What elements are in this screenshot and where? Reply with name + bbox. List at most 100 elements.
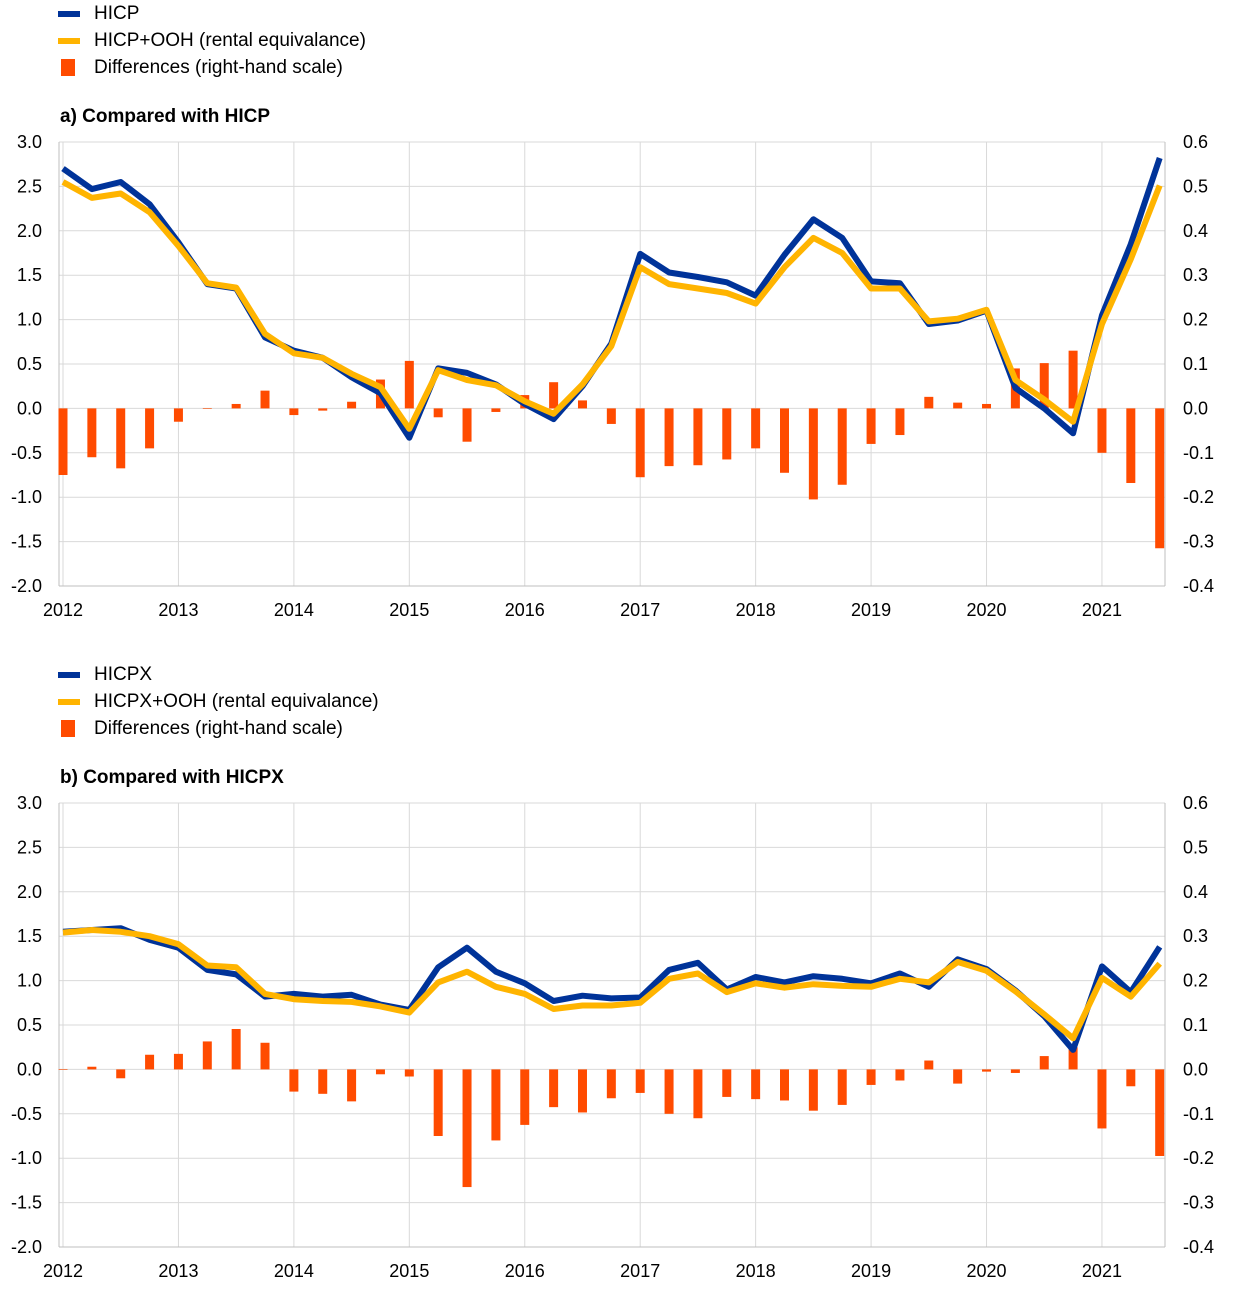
bar-difference — [173, 408, 183, 422]
x-tick-label: 2012 — [43, 600, 83, 620]
y-tick-label-left: 2.0 — [17, 221, 42, 241]
y-tick-label-right: 0.5 — [1183, 837, 1208, 857]
y-tick-label-right: -0.3 — [1183, 532, 1214, 552]
chart-b: 3.0 2.5 2.0 1.5 1.0 0.5 0.0 -0.5 -1.0 -1.5 -2.0 0.6… — [11, 793, 1214, 1281]
bar-difference — [260, 1042, 270, 1070]
bar-difference — [318, 408, 328, 411]
bar-difference — [780, 1069, 789, 1101]
x-tick-label: 2014 — [274, 600, 314, 620]
bar-difference — [87, 1066, 97, 1070]
bar-difference — [116, 408, 126, 469]
bar-difference — [347, 401, 357, 409]
line-main-series — [61, 157, 1163, 441]
bar-difference — [260, 390, 270, 409]
bar-difference — [1068, 350, 1078, 409]
bar-difference — [693, 1069, 703, 1119]
bar-difference — [780, 408, 789, 473]
bar-difference — [289, 408, 299, 416]
y-tick-label-right: 0.4 — [1183, 221, 1208, 241]
bar-difference — [577, 1069, 587, 1113]
line-main-series — [62, 925, 1163, 1053]
y-tick-label-right: 0.6 — [1183, 793, 1208, 813]
bar-difference — [462, 408, 472, 442]
y-tick-label-right: -0.4 — [1183, 1237, 1214, 1257]
legend-swatch-hicp-ooh — [58, 37, 80, 44]
y-tick-label-right: 0.5 — [1183, 176, 1208, 196]
legend-swatch-differences-a — [61, 59, 75, 76]
y-tick-label-left: -0.5 — [11, 1104, 42, 1124]
bar-difference — [202, 1041, 212, 1070]
legend-a: HICP HICP+OOH (rental equivalance) Diffe… — [58, 0, 366, 81]
bar-difference — [145, 1054, 155, 1070]
bar-difference — [751, 1069, 761, 1100]
legend-item-differences-b: Differences (right-hand scale) — [58, 715, 379, 742]
bar-difference — [318, 1069, 328, 1094]
bar-difference — [1039, 1056, 1049, 1070]
y-tick-label-right: 0.2 — [1183, 971, 1208, 991]
y-tick-label-left: 2.0 — [17, 882, 42, 902]
x-tick-label: 2021 — [1082, 600, 1122, 620]
bar-difference — [982, 1069, 992, 1072]
y-tick-label-left: 0.5 — [17, 1015, 42, 1035]
legend-label-hicp-ooh: HICP+OOH (rental equivalance) — [94, 29, 366, 51]
bar-difference — [982, 403, 992, 409]
bar-difference — [837, 1069, 847, 1105]
y-tick-label-right: 0.3 — [1183, 265, 1208, 285]
x-tick-label: 2015 — [389, 600, 429, 620]
legend-swatch-differences-b — [61, 720, 75, 737]
y-tick-label-left: 3.0 — [17, 132, 42, 152]
y-tick-label-left: -2.0 — [11, 576, 42, 596]
bar-difference — [606, 1069, 616, 1099]
bar-difference — [1068, 1047, 1078, 1070]
y-tick-label-left: -1.0 — [11, 487, 42, 507]
legend-b: HICPX HICPX+OOH (rental equivalance) Dif… — [58, 661, 379, 742]
y-tick-label-left: 0.0 — [17, 398, 42, 418]
y-tick-label-left: -0.5 — [11, 443, 42, 463]
bar-difference — [606, 408, 616, 424]
bar-difference — [433, 408, 443, 418]
legend-swatch-hicpx-ooh — [58, 698, 80, 705]
bar-difference — [866, 1069, 876, 1085]
bar-difference — [462, 1069, 472, 1188]
bar-difference — [289, 1069, 299, 1092]
bar-difference — [953, 402, 963, 409]
y-tick-label-right: -0.3 — [1183, 1193, 1214, 1213]
bar-difference — [693, 408, 703, 466]
bar-difference — [1155, 408, 1165, 549]
bar-difference — [231, 1028, 241, 1070]
y-tick-label-left: 1.0 — [17, 310, 42, 330]
y-tick-label-left: 0.5 — [17, 354, 42, 374]
bar-difference — [635, 1069, 645, 1093]
y-tick-label-right: 0.1 — [1183, 1015, 1208, 1035]
legend-item-differences-a: Differences (right-hand scale) — [58, 54, 366, 81]
bar-difference — [577, 400, 587, 409]
bar-difference — [58, 1069, 68, 1070]
bar-difference — [549, 1069, 559, 1108]
x-tick-label: 2017 — [620, 1261, 660, 1281]
bar-difference — [433, 1069, 443, 1136]
y-tick-label-right: -0.4 — [1183, 576, 1214, 596]
y-tick-label-left: -2.0 — [11, 1237, 42, 1257]
y-tick-label-left: 3.0 — [17, 793, 42, 813]
y-tick-label-left: 1.5 — [17, 926, 42, 946]
bar-difference — [808, 408, 818, 500]
bar-difference — [87, 408, 97, 458]
bar-difference — [837, 408, 847, 485]
bar-difference — [1126, 1069, 1136, 1087]
x-tick-label: 2021 — [1082, 1261, 1122, 1281]
bar-difference — [173, 1053, 183, 1070]
y-tick-label-left: -1.0 — [11, 1148, 42, 1168]
legend-swatch-hicpx — [58, 671, 80, 678]
legend-label-hicpx-ooh: HICPX+OOH (rental equivalance) — [94, 690, 379, 712]
y-tick-label-right: -0.1 — [1183, 1104, 1214, 1124]
bar-difference — [924, 396, 934, 409]
bar-difference — [116, 1069, 126, 1079]
bar-difference — [866, 408, 876, 444]
bar-difference — [722, 1069, 732, 1097]
y-tick-label-left: 2.5 — [17, 176, 42, 196]
bar-difference — [895, 1069, 905, 1081]
bar-difference — [924, 1060, 934, 1070]
chart-title-b: b) Compared with HICPX — [60, 767, 284, 788]
bar-difference — [520, 1069, 530, 1125]
legend-label-differences-b: Differences (right-hand scale) — [94, 717, 343, 739]
